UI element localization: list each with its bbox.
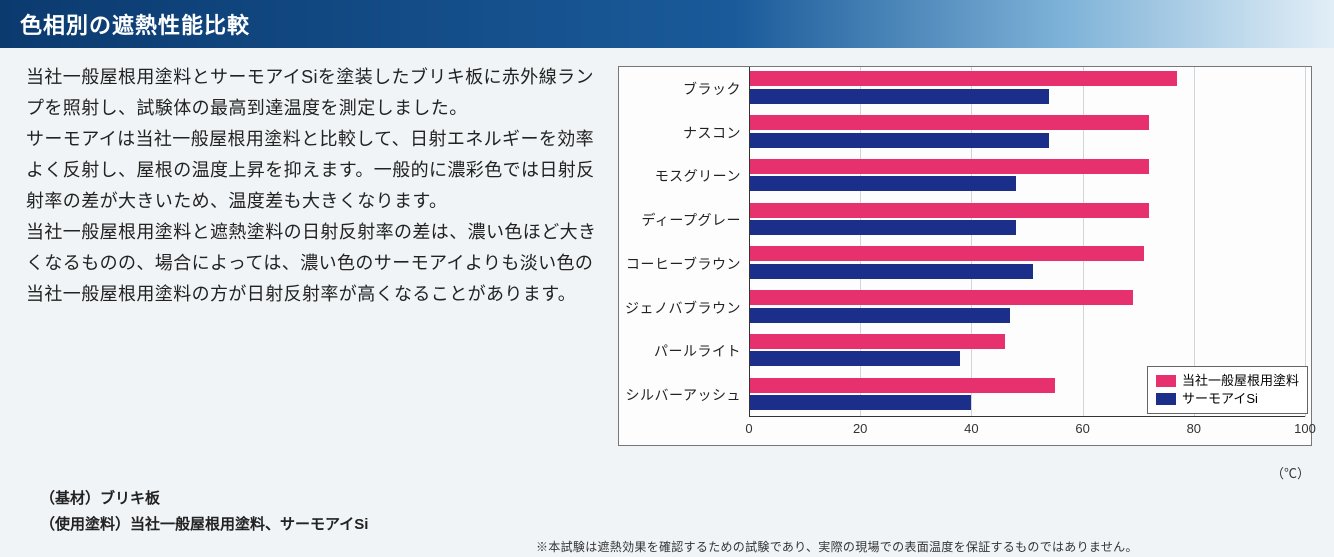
chart-category-label: ジェノバブラウン: [619, 286, 749, 330]
paragraph-2: サーモアイは当社一般屋根用塗料と比較して、日射エネルギーを効率よく反射し、屋根の…: [26, 124, 600, 217]
footer: （基材）ブリキ板 （使用塗料）当社一般屋根用塗料、サーモアイSi ※本試験は遮熱…: [0, 488, 1334, 555]
chart-bar-general: [749, 290, 1133, 305]
chart-xtick: 40: [964, 421, 978, 436]
chart-xtick: 60: [1075, 421, 1089, 436]
description-column: 当社一般屋根用塗料とサーモアイSiを塗装したブリキ板に赤外線ランプを照射し、試験…: [26, 62, 600, 480]
legend-row: サーモアイSi: [1156, 390, 1299, 408]
chart-xtick: 80: [1187, 421, 1201, 436]
header-bar: 色相別の遮熱性能比較: [0, 0, 1334, 48]
chart-bar-thermo: [749, 351, 960, 366]
chart-bar-general: [749, 203, 1149, 218]
chart-bar-general: [749, 246, 1144, 261]
disclaimer: ※本試験は遮熱効果を確認するための試験であり、実際の現場での表面温度を保証するも…: [26, 538, 1308, 555]
legend-swatch: [1156, 375, 1176, 387]
chart-bar-general: [749, 71, 1177, 86]
container: 色相別の遮熱性能比較 当社一般屋根用塗料とサーモアイSiを塗装したブリキ板に赤外…: [0, 0, 1334, 557]
chart-bar-group: [749, 67, 1305, 111]
chart-plot-area: [749, 67, 1305, 417]
chart-bar-group: [749, 286, 1305, 330]
legend-swatch: [1156, 393, 1176, 405]
chart-legend: 当社一般屋根用塗料サーモアイSi: [1147, 366, 1308, 414]
chart-column: ブラックナスコンモスグリーンディープグレーコーヒーブラウンジェノバブラウンパール…: [618, 62, 1316, 480]
chart-category-label: ディープグレー: [619, 198, 749, 242]
chart-xunit: （℃）: [1271, 463, 1310, 482]
chart-bar-thermo: [749, 176, 1016, 191]
paragraph-1: 当社一般屋根用塗料とサーモアイSiを塗装したブリキ板に赤外線ランプを照射し、試験…: [26, 62, 600, 124]
spec-paint: （使用塗料）当社一般屋根用塗料、サーモアイSi: [26, 512, 1308, 538]
chart-category-label: ナスコン: [619, 111, 749, 155]
chart-bar-thermo: [749, 133, 1049, 148]
chart-bar-group: [749, 155, 1305, 199]
paragraph-3: 当社一般屋根用塗料と遮熱塗料の日射反射率の差は、濃い色ほど大きくなるものの、場合…: [26, 217, 600, 310]
chart-bar-thermo: [749, 89, 1049, 104]
page-title: 色相別の遮熱性能比較: [20, 8, 250, 40]
chart-bar-general: [749, 115, 1149, 130]
chart-xtick: 100: [1294, 421, 1316, 436]
chart-xtick: 0: [745, 421, 752, 436]
chart-bar-thermo: [749, 220, 1016, 235]
legend-label: サーモアイSi: [1182, 390, 1258, 408]
chart-gridline: [1305, 67, 1306, 417]
chart-bar-group: [749, 111, 1305, 155]
chart-ylabels: ブラックナスコンモスグリーンディープグレーコーヒーブラウンジェノバブラウンパール…: [619, 67, 749, 417]
chart-bar-thermo: [749, 264, 1033, 279]
body: 当社一般屋根用塗料とサーモアイSiを塗装したブリキ板に赤外線ランプを照射し、試験…: [0, 48, 1334, 488]
chart-category-label: パールライト: [619, 330, 749, 374]
chart-xtick: 20: [853, 421, 867, 436]
chart-yaxis-line: [749, 67, 750, 417]
chart-category-label: コーヒーブラウン: [619, 242, 749, 286]
chart-xaxis: 020406080100: [749, 417, 1305, 445]
chart-bars: [749, 67, 1305, 417]
chart-category-label: シルバーアッシュ: [619, 373, 749, 417]
chart-category-label: モスグリーン: [619, 155, 749, 199]
spec-block: （基材）ブリキ板 （使用塗料）当社一般屋根用塗料、サーモアイSi: [26, 486, 1308, 538]
chart-bar-thermo: [749, 308, 1010, 323]
chart-bar-general: [749, 378, 1055, 393]
chart-bar-general: [749, 159, 1149, 174]
temperature-chart: ブラックナスコンモスグリーンディープグレーコーヒーブラウンジェノバブラウンパール…: [618, 66, 1312, 446]
chart-bar-thermo: [749, 395, 971, 410]
chart-bar-group: [749, 242, 1305, 286]
spec-substrate: （基材）ブリキ板: [26, 486, 1308, 512]
legend-label: 当社一般屋根用塗料: [1182, 372, 1299, 390]
chart-bar-general: [749, 334, 1005, 349]
legend-row: 当社一般屋根用塗料: [1156, 372, 1299, 390]
chart-category-label: ブラック: [619, 67, 749, 111]
chart-bar-group: [749, 198, 1305, 242]
